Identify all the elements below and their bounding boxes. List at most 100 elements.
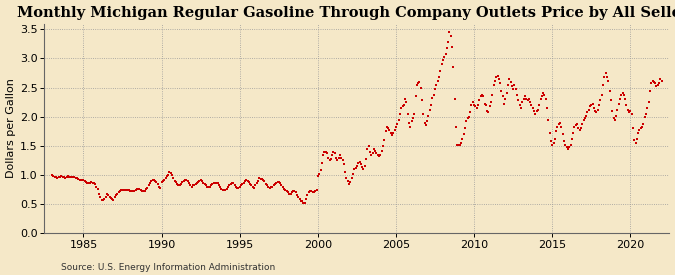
Point: [199, 182, 210, 186]
Point: [462, 116, 473, 120]
Point: [429, 92, 439, 97]
Point: [353, 161, 364, 166]
Point: [545, 139, 556, 143]
Point: [136, 188, 146, 192]
Point: [409, 112, 420, 116]
Point: [262, 183, 273, 188]
Point: [358, 167, 369, 171]
Point: [611, 113, 622, 118]
Point: [391, 125, 402, 130]
Point: [345, 180, 356, 184]
Point: [637, 125, 647, 130]
Point: [453, 142, 464, 147]
Point: [267, 185, 277, 189]
Point: [387, 133, 398, 138]
Point: [422, 119, 433, 123]
Point: [265, 186, 275, 190]
Point: [76, 178, 86, 182]
Point: [551, 129, 562, 133]
Point: [205, 185, 215, 189]
Point: [250, 183, 261, 188]
Point: [583, 108, 594, 112]
Point: [224, 183, 235, 187]
Point: [277, 185, 288, 189]
Point: [200, 183, 211, 188]
Point: [522, 98, 533, 103]
Point: [605, 98, 616, 103]
Point: [566, 137, 577, 141]
Point: [321, 151, 332, 155]
Point: [181, 178, 192, 182]
Point: [647, 78, 658, 83]
Point: [560, 142, 570, 147]
Point: [625, 109, 636, 113]
Point: [537, 94, 547, 98]
Point: [491, 75, 502, 79]
Point: [562, 147, 573, 151]
Point: [314, 172, 325, 176]
Point: [366, 152, 377, 157]
Point: [47, 173, 57, 177]
Point: [184, 181, 194, 185]
Point: [82, 180, 92, 185]
Point: [240, 179, 250, 183]
Point: [268, 183, 279, 188]
Point: [165, 170, 176, 175]
Point: [492, 74, 503, 78]
Point: [356, 162, 367, 167]
Point: [117, 188, 128, 192]
Point: [595, 98, 605, 103]
Point: [198, 181, 209, 185]
Point: [178, 179, 189, 183]
Point: [540, 97, 551, 101]
Point: [153, 185, 164, 189]
Point: [99, 197, 109, 201]
Title: Monthly Michigan Regular Gasoline Through Company Outlets Price by All Sellers: Monthly Michigan Regular Gasoline Throug…: [17, 6, 675, 20]
Point: [307, 190, 318, 195]
Point: [126, 189, 137, 194]
Point: [88, 181, 99, 185]
Point: [617, 91, 628, 96]
Point: [508, 87, 518, 91]
Point: [379, 138, 389, 142]
Point: [125, 189, 136, 193]
Point: [419, 120, 430, 125]
Point: [461, 119, 472, 123]
Point: [577, 122, 588, 126]
Point: [251, 181, 262, 185]
Point: [341, 176, 352, 180]
Point: [457, 137, 468, 141]
Point: [447, 45, 458, 49]
Point: [436, 62, 447, 67]
Point: [423, 113, 434, 118]
Point: [503, 82, 514, 87]
Point: [63, 175, 74, 179]
Point: [603, 78, 614, 83]
Point: [175, 183, 186, 188]
Point: [535, 97, 546, 101]
Point: [634, 127, 645, 132]
Point: [556, 125, 567, 130]
Point: [524, 100, 535, 104]
Point: [329, 151, 340, 155]
Point: [470, 104, 481, 108]
Point: [478, 94, 489, 98]
Point: [646, 81, 657, 85]
Point: [534, 103, 545, 107]
Point: [49, 175, 60, 179]
Point: [495, 81, 506, 85]
Point: [189, 183, 200, 188]
Point: [146, 179, 157, 183]
Point: [576, 126, 587, 131]
Point: [129, 189, 140, 193]
Point: [186, 185, 197, 189]
Point: [163, 173, 173, 177]
Point: [244, 180, 254, 184]
Point: [572, 122, 583, 126]
Point: [48, 174, 59, 178]
Point: [339, 162, 350, 167]
Point: [219, 188, 230, 192]
Point: [180, 177, 190, 182]
Point: [350, 166, 361, 170]
Point: [426, 103, 437, 107]
